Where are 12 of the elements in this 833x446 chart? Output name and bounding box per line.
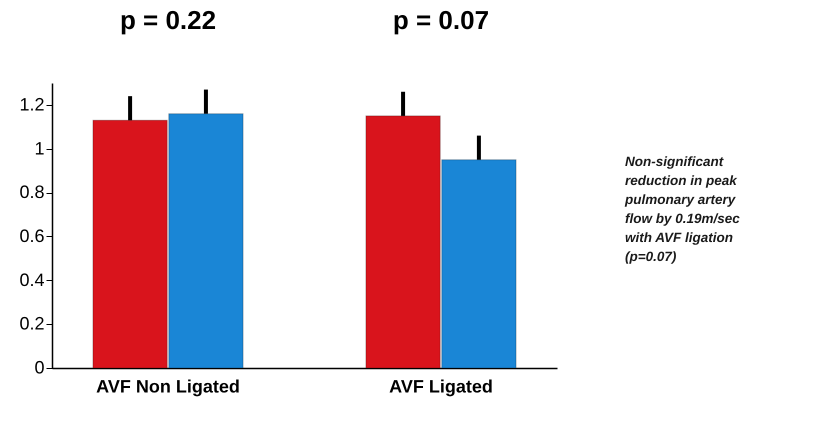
y-tick-label: 0.6 xyxy=(19,226,44,246)
y-tick-label: 1 xyxy=(34,138,44,158)
x-tick-label: AVF Ligated xyxy=(389,376,493,396)
y-tick-label: 1.2 xyxy=(19,94,44,114)
text: Non-significant reduction in peak pulmonary artery flow by 0.19m/sec with AVF ligation (p=0.07) xyxy=(624,154,740,264)
text: p = 0.22 xyxy=(120,5,216,35)
text: p = 0.07 xyxy=(392,5,490,35)
y-tick-label: 0.4 xyxy=(19,270,44,290)
y-tick-label: 0 xyxy=(34,358,44,378)
x-tick-label: AVF Non Ligated xyxy=(96,376,240,396)
y-tick-label: 0.2 xyxy=(19,314,44,334)
y-tick-label: 0.8 xyxy=(19,182,44,202)
